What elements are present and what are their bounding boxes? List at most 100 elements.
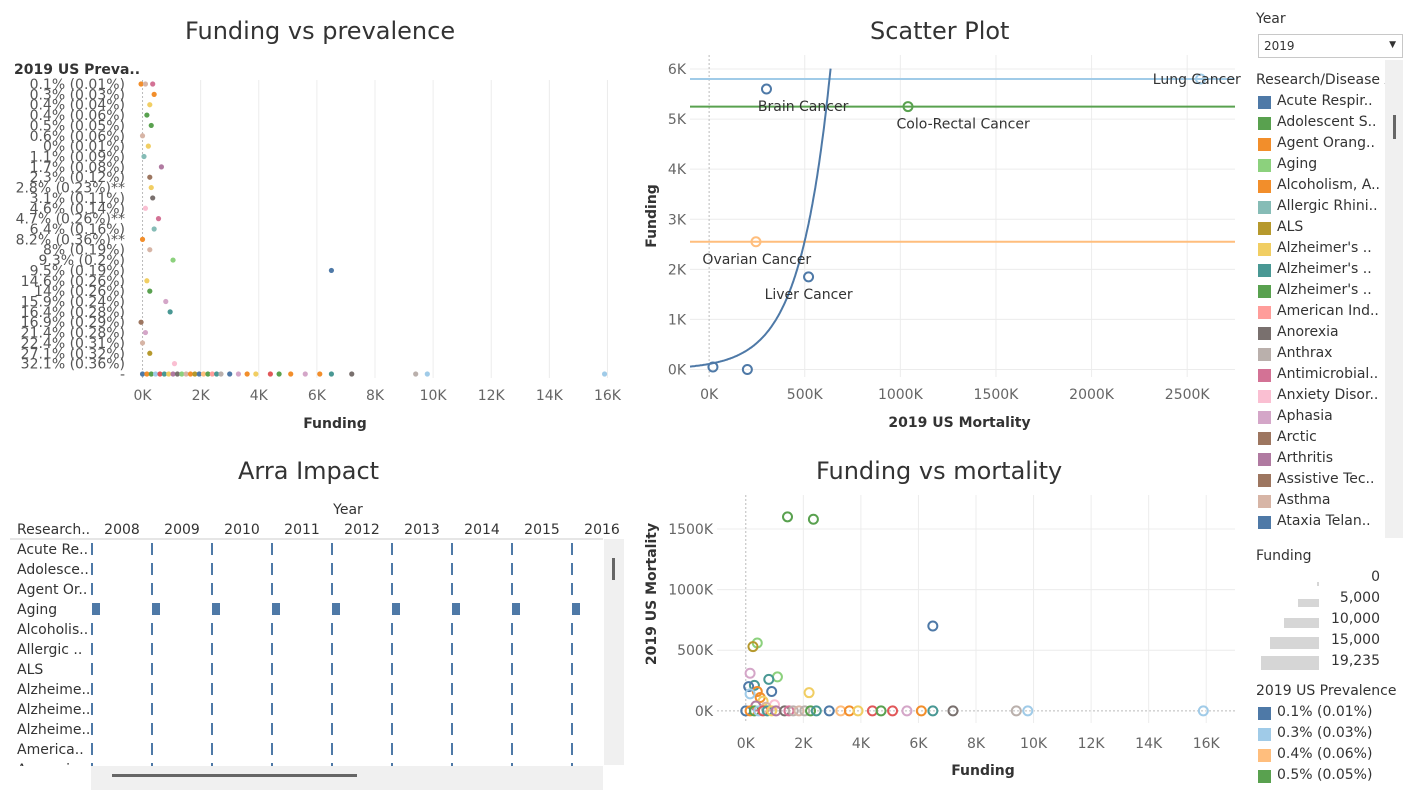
data-point <box>783 705 795 717</box>
legend-label: Alzheimer's .. <box>1277 240 1372 256</box>
research-legend-item[interactable]: ALS <box>1258 218 1398 239</box>
data-point <box>147 102 153 108</box>
research-legend-item[interactable]: Anorexia <box>1258 323 1398 344</box>
size-bar <box>1284 618 1319 628</box>
research-legend-item[interactable]: Arthritis <box>1258 449 1398 470</box>
bar-mark <box>391 743 393 755</box>
bar-mark <box>271 643 273 655</box>
arra-impact-chart[interactable]: Year Research.. 2008 2009 2010 2011 2012 2013 20… <box>0 495 630 790</box>
funding-vs-prevalence-chart[interactable]: 0K 2K 4K 6K 8K 10K 12K 14K 16K 2019 US Preva..0.1… <box>0 55 630 440</box>
bar-mark <box>511 623 513 635</box>
data-point <box>179 371 185 377</box>
bar-mark <box>211 563 213 575</box>
legend-scrollbar-thumb[interactable] <box>1393 115 1396 139</box>
chevron-down-icon[interactable]: ▼ <box>1389 40 1396 50</box>
point-label: Ovarian Cancer <box>702 252 811 268</box>
y-axis-title: 2019 US Mortality <box>644 523 660 665</box>
data-point <box>151 91 157 97</box>
bar-mark <box>151 623 153 635</box>
scatter-plot-chart[interactable]: 0K 1K 2K 3K 4K 5K 6K 0K 500K 1000K 1500K 2000K 2500K… <box>635 55 1250 440</box>
data-point <box>218 371 224 377</box>
funding-vs-prevalence-title: Funding vs prevalence <box>185 17 456 45</box>
research-legend-item[interactable]: Allergic Rhini.. <box>1258 197 1398 218</box>
data-point <box>147 174 153 180</box>
bar-mark <box>512 603 520 615</box>
row-label: Allergic .. <box>17 642 82 658</box>
prevalence-legend-item[interactable]: 0.3% (0.03%) <box>1258 724 1398 745</box>
size-label: 5,000 <box>1339 590 1380 606</box>
y-row-label: 9.5% (0.19%) <box>30 263 125 279</box>
bar-mark <box>151 723 153 735</box>
legend-swatch <box>1258 138 1271 151</box>
data-point <box>751 685 763 697</box>
data-point <box>150 81 156 87</box>
bar-mark <box>91 723 93 735</box>
data-point <box>1195 73 1207 85</box>
legend-swatch <box>1258 327 1271 340</box>
y-tick-label: 4K <box>668 162 687 178</box>
research-legend-item[interactable]: Acute Respir.. <box>1258 92 1398 113</box>
research-legend-item[interactable]: Anthrax <box>1258 344 1398 365</box>
year-label: 2015 <box>524 522 560 538</box>
bar-mark <box>211 703 213 715</box>
data-point <box>744 667 756 679</box>
column-header: Year <box>332 502 363 518</box>
research-legend-item[interactable]: Alcoholism, A.. <box>1258 176 1398 197</box>
research-legend-item[interactable]: Aging <box>1258 155 1398 176</box>
funding-vs-mortality-chart[interactable]: 0K 500K 1000K 1500K 0K 2K 4K 6K 8K 10K 12K 14K 16K Fu… <box>635 495 1250 790</box>
y-row-label: 22.4% (0.31%) <box>21 336 125 352</box>
bar-mark <box>91 623 93 635</box>
data-point <box>144 112 150 118</box>
legend-swatch <box>1258 749 1271 762</box>
bar-mark <box>392 603 400 615</box>
research-legend-item[interactable]: Adolescent S.. <box>1258 113 1398 134</box>
bar-mark <box>511 643 513 655</box>
funding-size-item: 15,000 <box>1252 631 1402 652</box>
data-point <box>244 371 250 377</box>
legend-scrollbar[interactable] <box>1385 60 1403 538</box>
bar-mark <box>331 583 333 595</box>
legend-swatch <box>1258 390 1271 403</box>
prevalence-legend-title: 2019 US Prevalence <box>1256 683 1397 699</box>
x-tick-label: 2K <box>192 388 211 404</box>
data-point <box>174 371 180 377</box>
bar-mark <box>211 683 213 695</box>
bar-mark <box>571 723 573 735</box>
row-label: Aging <box>17 602 57 618</box>
research-legend-item[interactable]: Alzheimer's .. <box>1258 260 1398 281</box>
row-label: Alcoholis.. <box>17 622 88 638</box>
prevalence-legend-item[interactable]: 0.5% (0.05%) <box>1258 766 1398 787</box>
research-legend-item[interactable]: Antimicrobial.. <box>1258 365 1398 386</box>
bar-mark <box>511 683 513 695</box>
x-tick-label: 12K <box>1078 736 1106 752</box>
legend-label: 0.5% (0.05%) <box>1277 767 1373 783</box>
x-axis-title: 2019 US Mortality <box>888 415 1030 431</box>
legend-swatch <box>1258 495 1271 508</box>
legend-swatch <box>1258 96 1271 109</box>
data-point <box>196 371 202 377</box>
research-legend-item[interactable]: Anxiety Disor.. <box>1258 386 1398 407</box>
research-legend-item[interactable]: Assistive Tec.. <box>1258 470 1398 491</box>
research-legend-item[interactable]: Ataxia Telan.. <box>1258 512 1398 533</box>
research-legend-item[interactable]: Arctic <box>1258 428 1398 449</box>
research-legend-item[interactable]: American Ind.. <box>1258 302 1398 323</box>
bar-mark <box>91 703 93 715</box>
legend-swatch <box>1258 243 1271 256</box>
year-label: 2016 <box>584 522 620 538</box>
data-point <box>142 81 149 87</box>
research-legend-item[interactable]: Alzheimer's .. <box>1258 281 1398 302</box>
data-point <box>200 371 207 377</box>
data-point <box>766 685 778 697</box>
prevalence-legend-item[interactable]: 0.1% (0.01%) <box>1258 703 1398 724</box>
bar-mark <box>151 583 153 595</box>
research-legend-item[interactable]: Aphasia <box>1258 407 1398 428</box>
research-legend-item[interactable]: Agent Orang.. <box>1258 134 1398 155</box>
legend-swatch <box>1258 285 1271 298</box>
research-legend-item[interactable]: Alzheimer's .. <box>1258 239 1398 260</box>
data-point <box>947 705 959 717</box>
funding-size-item: 5,000 <box>1252 589 1402 610</box>
research-legend-item[interactable]: Asthma <box>1258 491 1398 512</box>
legend-label: Alzheimer's .. <box>1277 282 1372 298</box>
year-dropdown[interactable]: 2019 ▼ <box>1258 34 1403 58</box>
prevalence-legend-item[interactable]: 0.4% (0.06%) <box>1258 745 1398 766</box>
